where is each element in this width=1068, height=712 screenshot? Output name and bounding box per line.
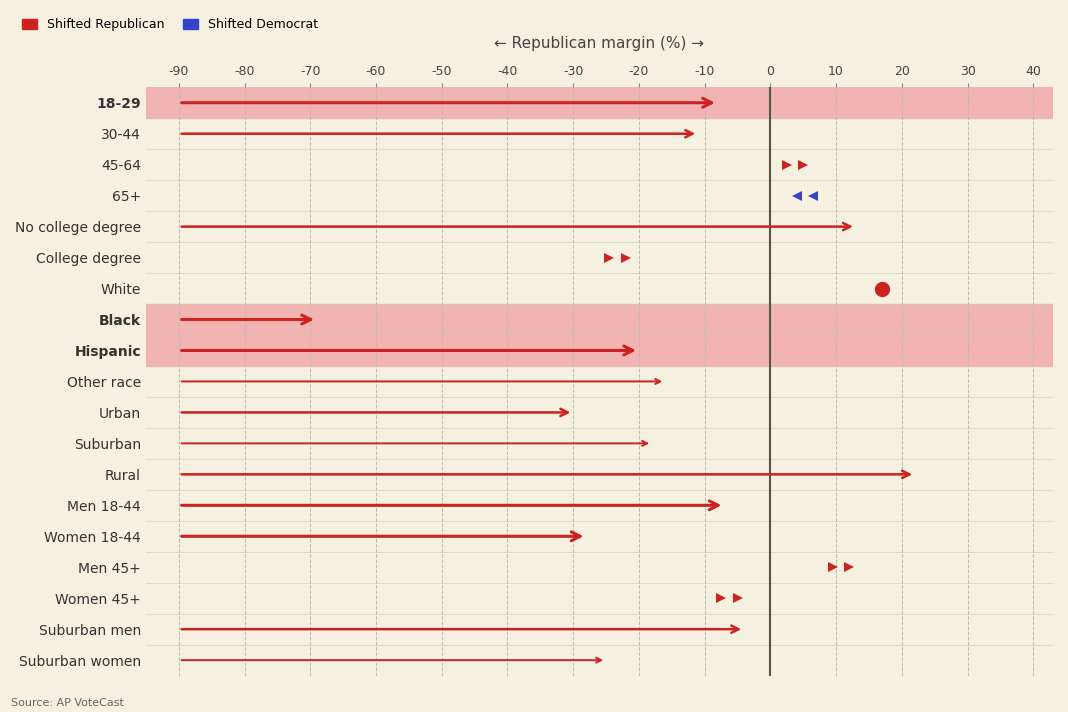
Legend: Shifted Republican, Shifted Democrat: Shifted Republican, Shifted Democrat [17,14,324,36]
Bar [146,304,1053,335]
Bar [146,335,1053,366]
Text: Source: AP VoteCast: Source: AP VoteCast [11,698,124,708]
Bar [146,88,1053,118]
Title: ← Republican margin (%) →: ← Republican margin (%) → [494,36,705,51]
